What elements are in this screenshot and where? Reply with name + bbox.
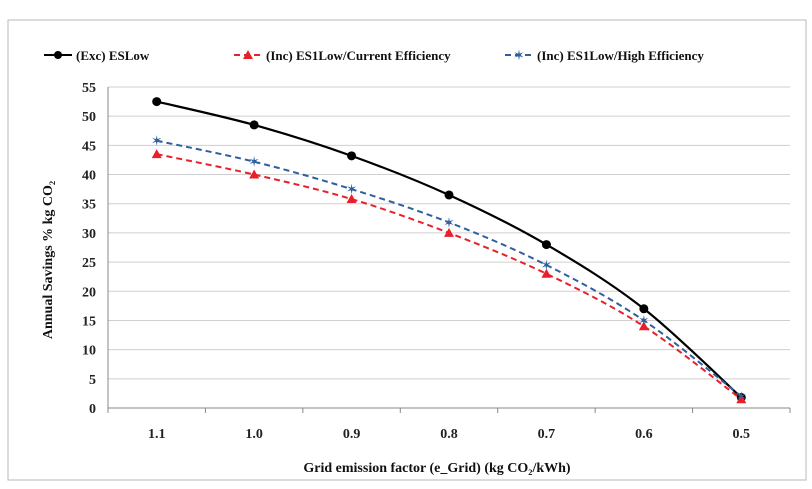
point-s2-4: ✶ (541, 259, 553, 274)
y-tick-label-10: 10 (82, 344, 96, 359)
legend-marker-exc-eslow (54, 51, 62, 59)
y-tick-label-40: 40 (82, 169, 96, 184)
point-s1-1 (249, 169, 260, 179)
point-s2-3: ✶ (443, 216, 455, 231)
point-s1-4 (541, 268, 552, 278)
point-s2-5: ✶ (638, 314, 650, 329)
legend-item-current-efficiency: (Inc) ES1Low/Current Efficiency (234, 48, 451, 63)
y-tick-label-35: 35 (82, 198, 96, 213)
point-s0-5 (639, 304, 649, 314)
x-tick-label-1: 1.0 (245, 427, 263, 442)
series-line-2 (156, 139, 742, 398)
plot-area: 0 5 10 15 20 25 30 35 40 45 50 55 1.1 1.0 0.9 0.8 0.7 0.6… (82, 81, 791, 442)
point-s0-4 (541, 240, 551, 250)
y-axis-title: Annual Savings % kg CO₂ (41, 181, 56, 339)
legend: (Exc) ESLow (Inc) ES1Low/Current Efficie… (44, 48, 704, 64)
x-tick-label-5: 0.6 (635, 427, 653, 442)
y-tick-label-25: 25 (82, 256, 96, 271)
point-s2-2: ✶ (346, 183, 358, 198)
y-tick-label-5: 5 (89, 373, 96, 388)
point-s0-0 (152, 97, 162, 107)
x-tick-label-3: 0.8 (440, 427, 458, 442)
x-tick-label-2: 0.9 (343, 427, 361, 442)
x-tick-label-6: 0.5 (733, 427, 751, 442)
point-s1-2 (346, 194, 357, 204)
legend-item-exc-eslow: (Exc) ESLow (44, 48, 150, 63)
x-tick-label-4: 0.7 (538, 427, 556, 442)
y-tick-label-20: 20 (82, 285, 96, 300)
legend-marker-current-efficiency (243, 50, 253, 59)
point-s0-2 (347, 151, 357, 161)
y-tick-label-0: 0 (89, 402, 96, 417)
legend-marker-high-efficiency: ✶ (513, 49, 525, 64)
point-s1-3 (444, 227, 454, 237)
y-tick-label-50: 50 (82, 110, 96, 125)
point-s0-3 (444, 190, 454, 200)
point-s2-1: ✶ (248, 156, 260, 171)
y-tick-label-55: 55 (82, 81, 96, 96)
y-tick-label-45: 45 (82, 139, 96, 154)
y-tick-label-15: 15 (82, 314, 96, 329)
point-s2-0: ✶ (151, 135, 163, 150)
y-tick-label-30: 30 (82, 227, 96, 242)
chart-border (7, 19, 807, 481)
point-s2-6: ✶ (735, 390, 747, 405)
legend-item-high-efficiency: ✶ (Inc) ES1Low/High Efficiency (505, 48, 704, 64)
legend-label-high-efficiency: (Inc) ES1Low/High Efficiency (537, 48, 704, 63)
point-s0-1 (249, 120, 259, 130)
point-s1-0 (151, 149, 162, 159)
legend-label-current-efficiency: (Inc) ES1Low/Current Efficiency (266, 48, 451, 63)
point-s1-6 (736, 394, 747, 404)
x-axis-title: Grid emission factor (e_Grid) (kg CO₂/kW… (303, 461, 571, 476)
legend-label-exc-eslow: (Exc) ESLow (76, 48, 150, 63)
point-s1-5 (638, 321, 649, 331)
x-tick-label-0: 1.1 (148, 427, 166, 442)
